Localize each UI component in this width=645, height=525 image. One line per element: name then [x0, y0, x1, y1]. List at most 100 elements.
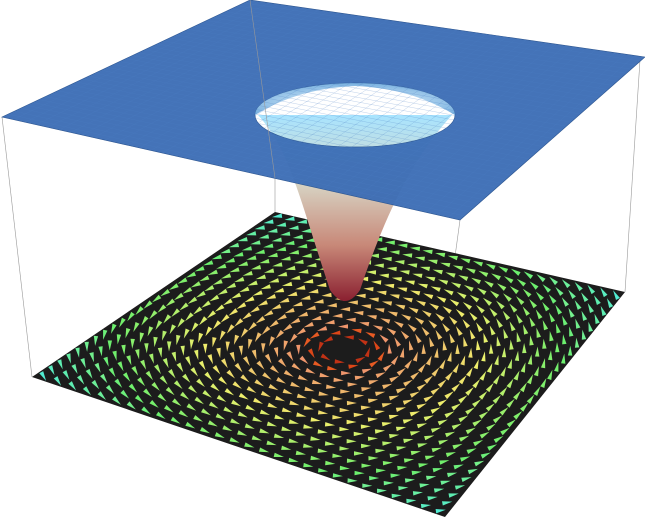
vector-arrow — [494, 355, 499, 366]
vector-arrow — [271, 237, 282, 242]
vector-arrow — [284, 307, 295, 314]
vector-arrow — [476, 304, 485, 314]
vector-arrow — [250, 240, 261, 245]
vector-arrow — [171, 308, 180, 317]
vector-arrow — [198, 360, 206, 371]
vector-arrow — [157, 393, 167, 402]
vector-arrow — [311, 315, 322, 321]
vector-arrow — [479, 431, 490, 439]
vector-arrow — [430, 427, 442, 433]
vector-arrow — [125, 328, 131, 339]
mesh-line — [242, 29, 458, 172]
vector-arrow — [377, 488, 387, 493]
vector-arrow — [574, 337, 580, 348]
vector-arrow — [555, 286, 564, 296]
vector-arrow — [458, 275, 469, 281]
vector-arrow — [306, 263, 317, 268]
vector-arrow — [244, 296, 255, 303]
vector-arrow — [465, 268, 476, 274]
vector-arrow — [416, 423, 428, 429]
vector-arrow — [148, 353, 154, 364]
mesh-line — [181, 32, 595, 102]
vector-arrow — [153, 336, 158, 348]
vector-arrow — [400, 330, 410, 340]
vector-arrow — [112, 396, 121, 405]
vector-arrow — [228, 242, 240, 248]
vector-arrow — [548, 350, 553, 361]
vector-arrow — [98, 346, 103, 357]
vector-arrow — [343, 335, 354, 340]
vector-arrow — [561, 353, 566, 364]
vector-arrow — [399, 347, 405, 358]
vector-arrow — [375, 372, 386, 379]
vector-arrow — [169, 324, 176, 335]
mesh-line — [144, 49, 567, 127]
mesh-line — [437, 54, 626, 215]
vector-arrow — [308, 289, 319, 294]
vector-arrow — [225, 282, 236, 289]
vector-arrow — [231, 399, 241, 407]
vector-arrow — [94, 362, 101, 373]
mesh-line — [206, 20, 613, 86]
mesh-line — [276, 34, 488, 179]
vector-arrow — [268, 384, 279, 391]
vector-arrow — [476, 322, 483, 332]
vector-arrow — [568, 289, 576, 299]
mesh-line — [253, 31, 468, 174]
vector-arrow — [509, 321, 516, 332]
vector-arrow — [437, 399, 448, 407]
vector-arrow — [555, 342, 560, 353]
vector-arrow — [377, 351, 385, 362]
vector-arrow — [297, 219, 308, 224]
vector-arrow — [471, 277, 481, 285]
vector-arrow — [232, 381, 242, 389]
vector-arrow — [254, 332, 262, 343]
vector-arrow — [220, 314, 230, 323]
vector-arrow — [167, 341, 172, 352]
vector-arrow — [91, 379, 100, 390]
vector-arrow — [401, 314, 411, 321]
vector-arrow — [105, 384, 115, 394]
vector-arrow — [382, 383, 393, 390]
vector-arrow — [421, 310, 432, 318]
vector-arrow — [417, 443, 428, 448]
vector-arrow — [292, 234, 303, 239]
vector-arrow — [117, 361, 124, 372]
vector-arrow — [404, 359, 413, 369]
vector-arrow — [420, 503, 432, 509]
vector-arrow — [141, 406, 151, 415]
vector-arrow — [248, 322, 257, 331]
vector-arrow — [112, 350, 117, 361]
vector-arrow — [162, 330, 167, 341]
vector-arrow — [274, 414, 285, 420]
vector-arrow — [366, 315, 377, 320]
vector-arrow — [39, 371, 47, 381]
vector-arrow — [284, 240, 295, 245]
vector-arrow — [111, 323, 117, 334]
mesh-line — [132, 55, 558, 135]
vector-arrow — [311, 398, 322, 403]
vector-arrow — [381, 256, 392, 262]
vector-arrow — [443, 289, 454, 296]
vector-arrow — [240, 374, 250, 383]
vector-arrow — [193, 415, 203, 422]
vector-arrow — [351, 328, 362, 334]
vector-arrow — [600, 305, 607, 316]
vector-arrow — [267, 402, 278, 409]
vector-arrow — [395, 426, 407, 432]
vector-arrow — [499, 407, 509, 416]
vector-arrow — [255, 316, 266, 324]
vector-arrow — [177, 277, 188, 284]
vector-arrow — [503, 293, 512, 302]
vector-arrow — [410, 371, 420, 380]
vector-arrow — [340, 389, 351, 394]
vector-arrow — [207, 420, 218, 427]
vector-arrow — [141, 316, 149, 326]
vector-arrow — [367, 417, 378, 422]
vector-arrow — [459, 435, 470, 442]
vector-arrow — [134, 394, 144, 404]
vector-arrow — [386, 266, 397, 272]
vector-arrow — [263, 310, 274, 317]
vector-arrow — [212, 337, 217, 348]
vector-arrow — [273, 287, 285, 293]
